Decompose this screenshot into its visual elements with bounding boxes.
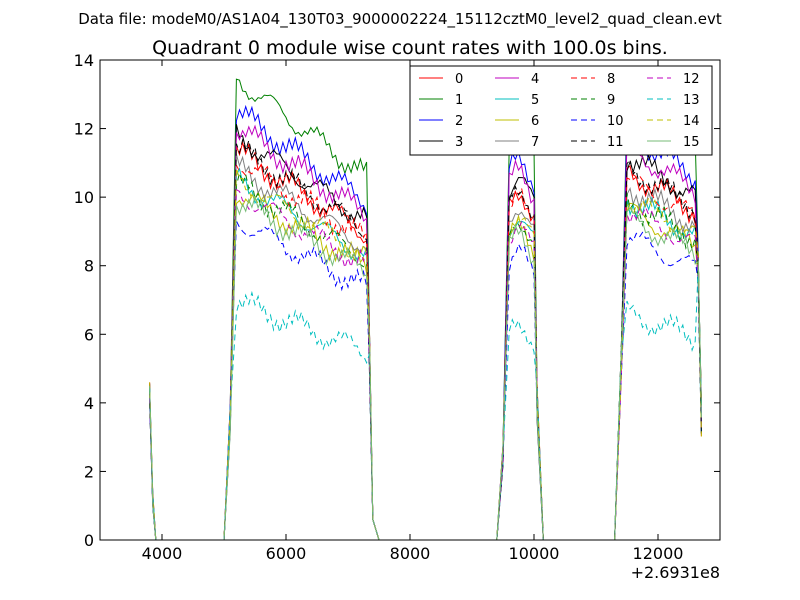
x-tick-label: 8000 [390,544,431,563]
legend-label-11: 11 [607,135,624,150]
legend-label-14: 14 [683,114,700,129]
x-tick-label: 4000 [142,544,183,563]
legend-label-9: 9 [607,93,615,108]
legend-label-4: 4 [531,72,539,87]
y-tick-label: 0 [84,531,94,550]
legend-label-13: 13 [683,93,700,108]
legend-label-10: 10 [607,114,624,129]
series-line-15 [149,195,702,541]
y-tick-label: 8 [84,257,94,276]
figure-suptitle: Data file: modeM0/AS1A04_130T03_90000022… [78,10,722,29]
x-tick-label: 6000 [266,544,307,563]
y-tick-label: 6 [84,325,94,344]
y-tick-label: 2 [84,462,94,481]
y-tick-label: 12 [74,120,94,139]
series-line-14 [149,168,702,541]
legend-box [409,65,713,156]
series-line-8 [149,163,702,541]
chart-title: Quadrant 0 module wise count rates with … [152,37,668,59]
x-offset-label: +2.6931e8 [631,563,720,582]
legend-label-0: 0 [455,72,463,87]
legend-label-12: 12 [683,72,700,87]
plot-lines [149,78,702,541]
x-tick-label: 12000 [633,544,684,563]
y-tick-label: 10 [74,188,94,207]
legend-label-3: 3 [455,135,463,150]
y-tick-label: 14 [74,51,94,70]
series-line-11 [149,138,702,541]
series-line-12 [149,188,702,541]
x-tick-label: 10000 [509,544,560,563]
legend-label-1: 1 [455,93,463,108]
legend-label-2: 2 [455,114,463,129]
legend-label-8: 8 [607,72,615,87]
series-line-4 [149,124,702,541]
series-line-6 [149,190,702,541]
series-line-13 [149,265,702,541]
legend-label-7: 7 [531,135,539,150]
legend-label-15: 15 [683,135,700,150]
series-line-3 [149,124,702,541]
legend-label-5: 5 [531,93,539,108]
legend-label-6: 6 [531,114,539,129]
series-line-10 [149,220,702,541]
plot-frame [99,59,721,541]
y-tick-label: 4 [84,394,94,413]
